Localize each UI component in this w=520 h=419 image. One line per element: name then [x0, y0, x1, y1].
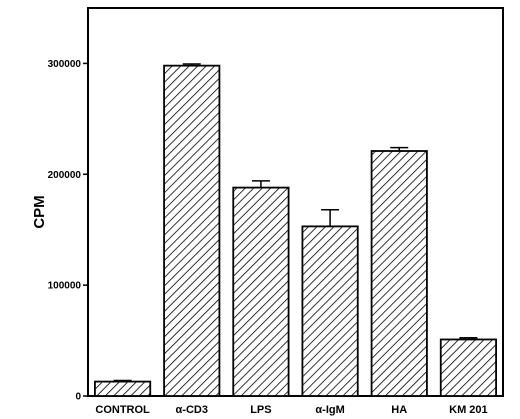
error-bar: [321, 209, 340, 227]
bar: [232, 186, 290, 397]
y-ticks: 0 100000 200000 300000: [48, 59, 88, 403]
x-tick-label: CONTROL: [95, 404, 150, 416]
error-bar: [251, 180, 270, 188]
bar: [370, 150, 428, 397]
bar: [439, 338, 497, 397]
bars: [94, 64, 497, 397]
error-bar: [113, 379, 132, 382]
x-tick-label: KM 201: [449, 404, 488, 416]
bar: [301, 225, 359, 397]
y-tick-label: 0: [75, 392, 81, 403]
y-axis-label: CPM: [31, 195, 48, 228]
x-tick-label: HA: [391, 404, 407, 416]
y-tick-label: 300000: [48, 59, 82, 70]
x-tick-label: α-IgM: [315, 404, 344, 416]
plot-frame: [87, 7, 504, 397]
x-tick-label: α-CD3: [176, 404, 208, 416]
error-bar: [459, 337, 478, 340]
error-bar: [182, 63, 201, 66]
bar: [163, 64, 221, 397]
x-tick-label: LPS: [250, 404, 271, 416]
error-bars: [113, 63, 478, 382]
y-tick-label: 200000: [48, 170, 82, 181]
bar: [94, 380, 152, 397]
x-tick-labels: CONTROL α-CD3 LPS α-IgM HA KM 201: [95, 404, 487, 416]
axes: [87, 7, 504, 397]
error-bar: [390, 146, 409, 152]
y-tick-label: 100000: [48, 281, 82, 292]
